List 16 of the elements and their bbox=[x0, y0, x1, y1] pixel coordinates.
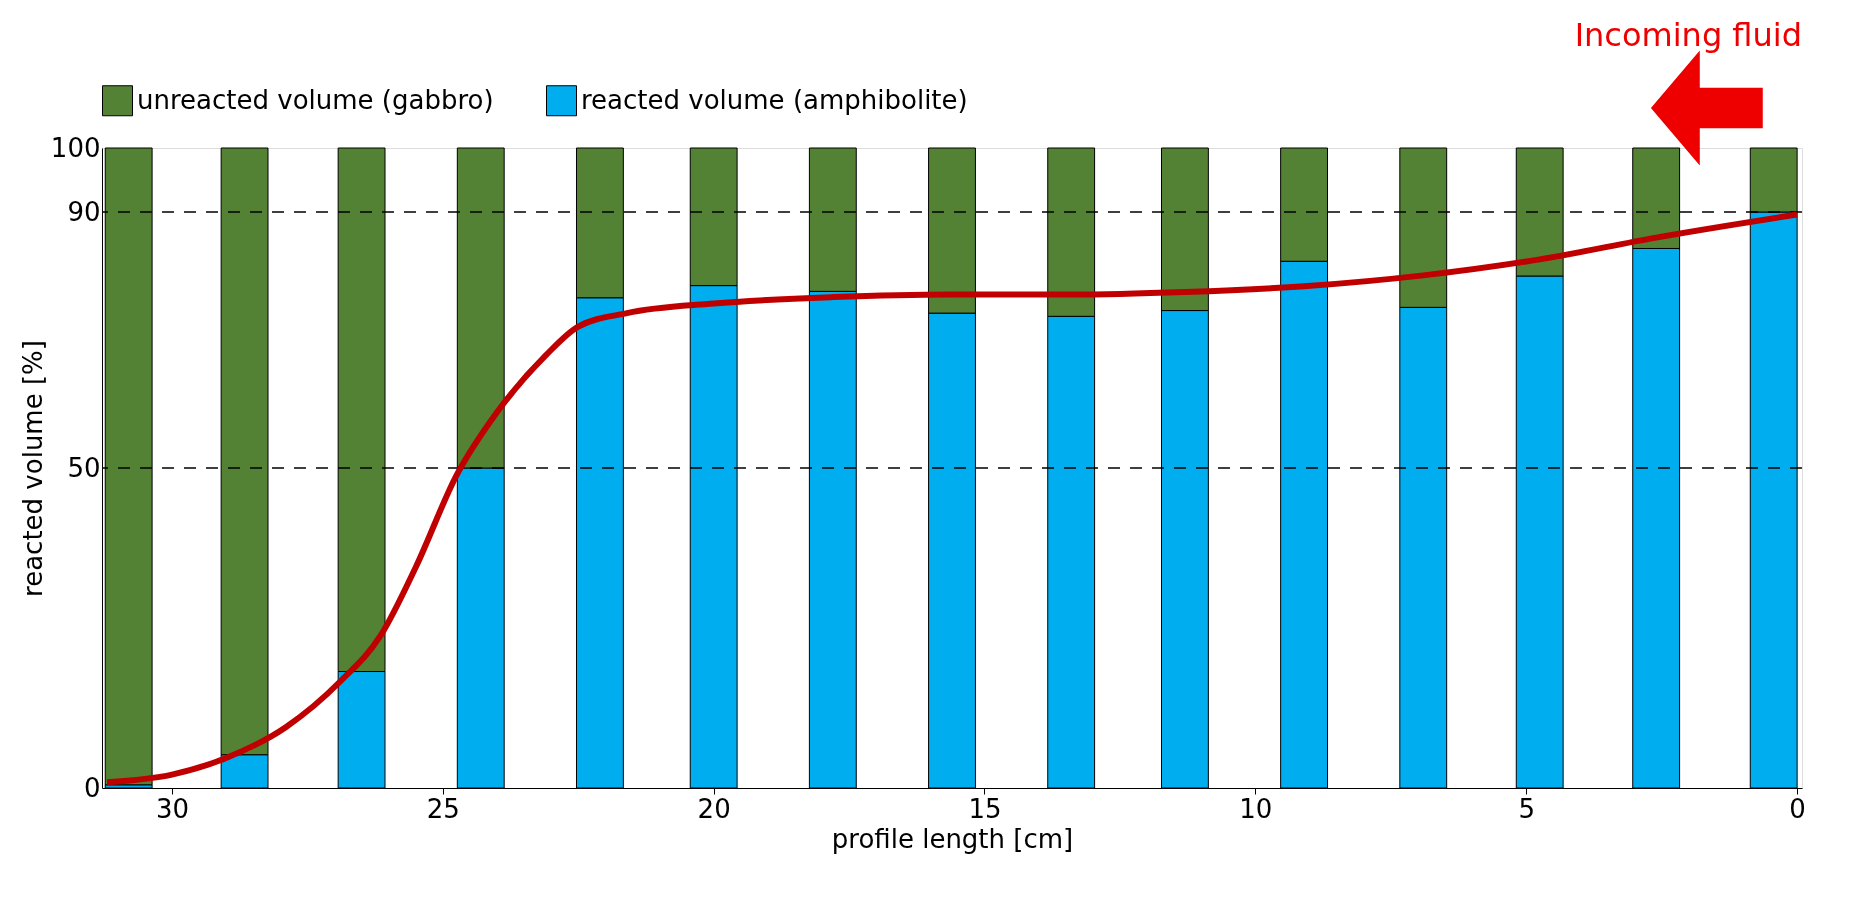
x-tick-label: 0 bbox=[1789, 793, 1806, 824]
legend-label: unreacted volume (gabbro) bbox=[137, 84, 494, 115]
y-tick-label: 0 bbox=[83, 772, 101, 803]
x-axis-title: profile length [cm] bbox=[831, 823, 1074, 854]
text: Incoming fluid bbox=[1574, 16, 1802, 54]
x-tick-label: 15 bbox=[968, 793, 1002, 824]
y-tick-label: 50 bbox=[67, 452, 101, 483]
x-tick-label: 5 bbox=[1518, 793, 1535, 824]
y-tick-label: 100 bbox=[50, 132, 101, 163]
x-tick-label: 25 bbox=[426, 793, 460, 824]
x-tick-label: 10 bbox=[1239, 793, 1273, 824]
y-tick-label: 90 bbox=[67, 196, 101, 227]
y-axis-title: reacted volume [%] bbox=[17, 340, 48, 597]
x-tick-label: 30 bbox=[155, 793, 190, 824]
legend-label: reacted volume (amphibolite) bbox=[581, 84, 968, 115]
x-tick-label: 20 bbox=[697, 793, 731, 824]
